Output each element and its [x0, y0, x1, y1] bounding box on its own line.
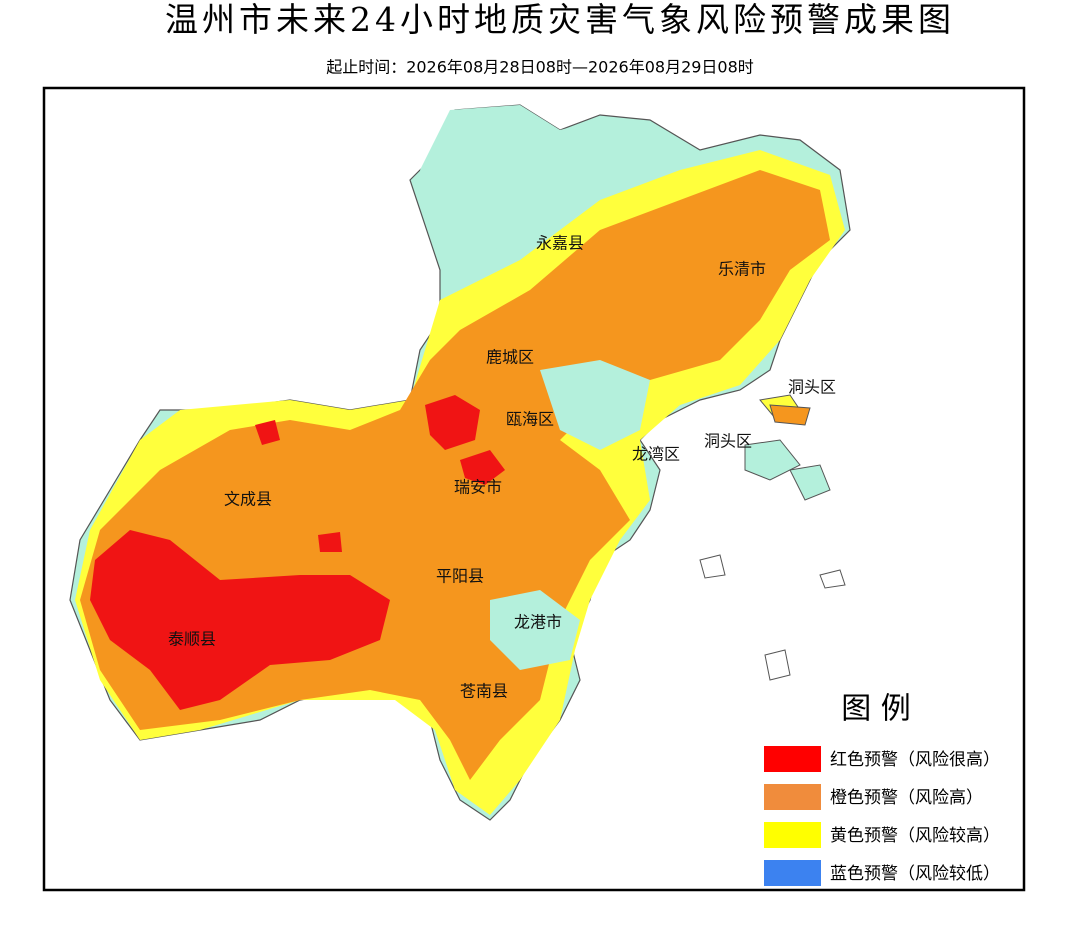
legend: 图 例 红色预警（风险很高） 橙色预警（风险高） 黄色预警（风险较高） 蓝色预警（风险…: [764, 692, 1000, 886]
district-label: 鹿城区: [486, 348, 534, 367]
map-subtitle: 起止时间：2026年08月28日08时—2026年08月29日08时: [326, 58, 754, 77]
district-label: 洞头区: [788, 378, 836, 397]
region-red: [425, 395, 480, 450]
region-red: [90, 530, 390, 710]
island: [819, 569, 846, 589]
legend-label: 橙色预警（风险高）: [830, 788, 983, 808]
island: [744, 439, 801, 481]
district-label: 平阳县: [436, 567, 484, 586]
legend-label: 蓝色预警（风险较低）: [830, 864, 1000, 884]
district-labels: 永嘉县 乐清市 鹿城区 瓯海区 洞头区 洞头区 龙湾区 瑞安市 文成县 平阳县 …: [168, 234, 836, 701]
island: [769, 404, 811, 426]
district-label: 龙湾区: [632, 445, 680, 464]
region-red: [255, 420, 280, 445]
region-cyan: [540, 360, 650, 450]
district-label: 洞头区: [704, 432, 752, 451]
legend-label: 黄色预警（风险较高）: [830, 826, 1000, 846]
legend-title: 图 例: [841, 692, 911, 727]
island: [699, 554, 726, 579]
island: [764, 649, 791, 681]
legend-swatch: [764, 784, 821, 810]
island: [789, 464, 831, 501]
district-label: 文成县: [224, 490, 272, 509]
district-label: 泰顺县: [168, 630, 216, 649]
region-cyan: [490, 590, 580, 670]
district-label: 乐清市: [718, 260, 766, 279]
map-title: 温州市未来24小时地质灾害气象风险预警成果图: [165, 0, 955, 39]
legend-swatch: [764, 822, 821, 848]
legend-swatch: [764, 860, 821, 886]
region-red: [460, 450, 505, 485]
region-cyan: [420, 105, 600, 260]
region-red: [318, 532, 342, 552]
district-label: 瓯海区: [506, 410, 554, 429]
district-label: 瑞安市: [454, 478, 502, 497]
district-label: 龙港市: [514, 613, 562, 632]
legend-swatch: [764, 746, 821, 772]
district-label: 苍南县: [460, 682, 508, 701]
district-label: 永嘉县: [536, 234, 584, 253]
legend-label: 红色预警（风险很高）: [830, 750, 1000, 770]
